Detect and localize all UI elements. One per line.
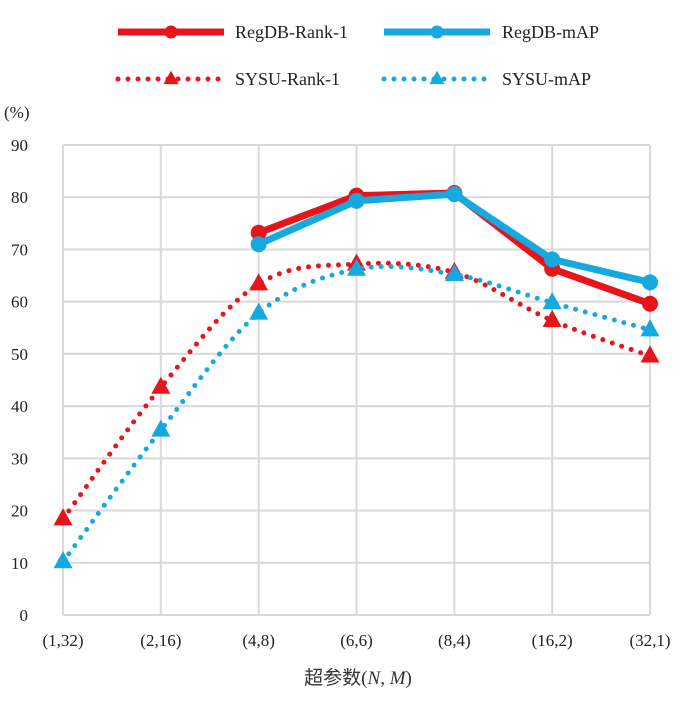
- legend-label: SYSU-mAP: [502, 69, 591, 89]
- y-tick-label: 40: [11, 397, 28, 416]
- x-tick-label: (4,8): [242, 631, 275, 650]
- y-tick-label: 0: [20, 606, 29, 625]
- series-group: [53, 185, 660, 569]
- y-tick-label: 50: [11, 345, 28, 364]
- series-sysu-map: [53, 258, 660, 569]
- data-point-sysu-map: [53, 551, 73, 569]
- series-regdb-map: [250, 186, 658, 291]
- data-point-sysu-rank-1: [640, 345, 660, 363]
- axis-ticks: 0 10 20 30 40 50 60 70 80 90 (1,32) (2,16) (4,8) (6,6…: [11, 136, 671, 650]
- x-tick-label: (32,1): [629, 631, 670, 650]
- data-point-sysu-map: [347, 258, 366, 276]
- data-point-regdb-map: [446, 186, 463, 203]
- legend-label: RegDB-mAP: [502, 22, 599, 42]
- x-axis-label-prefix: 超参数: [304, 667, 361, 689]
- y-tick-label: 90: [11, 136, 28, 155]
- y-tick-label: 80: [11, 188, 28, 207]
- data-point-sysu-rank-1: [542, 309, 562, 327]
- grid: [62, 144, 651, 616]
- x-axis-label: 超参数(N, M): [304, 667, 412, 689]
- x-axis-label-sep: ,: [380, 668, 390, 689]
- legend-label: SYSU-Rank-1: [235, 69, 340, 89]
- x-tick-label: (8,4): [438, 631, 471, 650]
- x-axis-label-var-n: N: [367, 668, 382, 689]
- data-point-sysu-map: [444, 263, 464, 282]
- legend-swatch-marker: [163, 70, 179, 85]
- legend-item-sysu-map: SYSU-mAP: [381, 69, 591, 89]
- data-point-regdb-map: [348, 192, 365, 209]
- legend-item-regdb-rank-1: RegDB-Rank-1: [118, 22, 348, 42]
- y-tick-label: 20: [11, 502, 28, 521]
- y-tick-label: 60: [11, 293, 28, 312]
- data-point-regdb-rank-1: [250, 224, 267, 241]
- x-axis-label-close: ): [406, 668, 412, 689]
- data-point-regdb-map: [642, 274, 658, 291]
- legend-label: RegDB-Rank-1: [235, 22, 348, 42]
- legend-swatch-marker: [164, 25, 178, 39]
- data-point-sysu-rank-1: [53, 508, 73, 526]
- data-point-sysu-rank-1: [151, 376, 171, 394]
- y-axis-label: (%): [4, 103, 29, 122]
- y-tick-label: 70: [11, 240, 28, 259]
- legend-item-regdb-map: RegDB-mAP: [384, 22, 599, 42]
- data-point-sysu-map: [542, 292, 562, 310]
- legend-item-sysu-rank-1: SYSU-Rank-1: [115, 69, 340, 89]
- data-point-sysu-map: [151, 419, 171, 437]
- legend-swatch-marker: [429, 70, 445, 85]
- legend-swatch-marker: [430, 25, 444, 39]
- x-axis-label-var-m: M: [389, 668, 407, 689]
- data-point-sysu-map: [249, 302, 269, 320]
- x-axis-label-open: (: [361, 668, 367, 689]
- data-point-sysu-map: [640, 319, 660, 337]
- data-point-regdb-rank-1: [642, 295, 658, 312]
- data-point-sysu-rank-1: [249, 273, 269, 291]
- data-point-regdb-map: [250, 236, 267, 253]
- series-line-sysu-map: [60, 264, 653, 565]
- x-tick-label: (2,16): [140, 631, 181, 650]
- legend: RegDB-Rank-1 RegDB-mAP SYSU-Rank-1 SYSU-mAP: [115, 22, 599, 89]
- x-tick-label: (6,6): [340, 631, 373, 650]
- y-tick-label: 30: [11, 449, 28, 468]
- y-tick-label: 10: [11, 554, 28, 573]
- x-tick-label: (1,32): [42, 631, 83, 650]
- x-tick-label: (16,2): [532, 631, 573, 650]
- data-point-regdb-map: [544, 251, 561, 268]
